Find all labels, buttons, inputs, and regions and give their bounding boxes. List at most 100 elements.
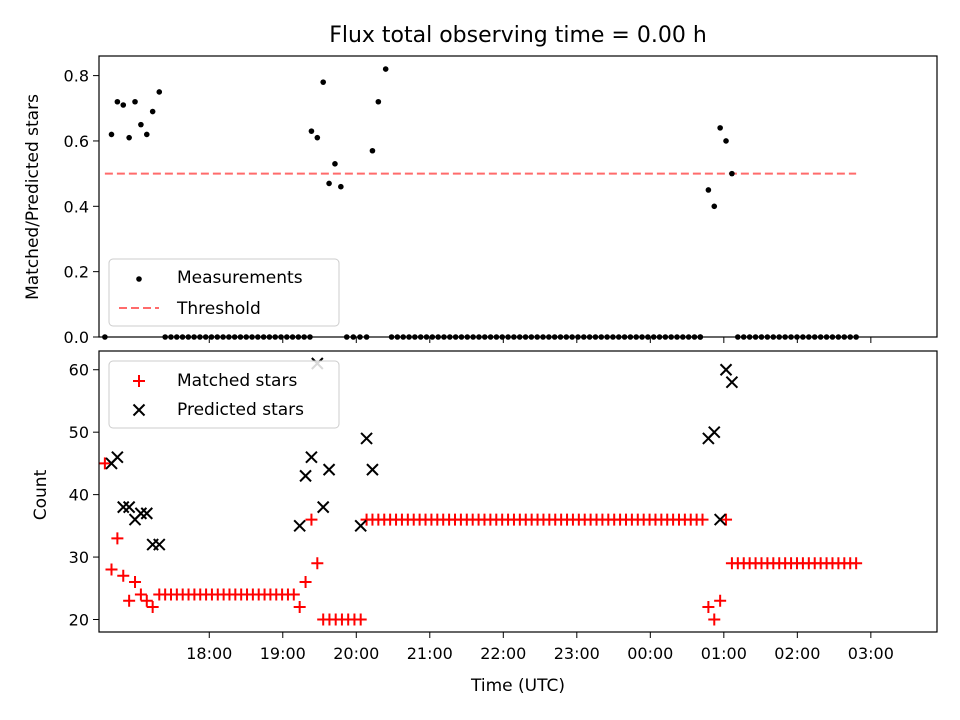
matched-star-point (98, 457, 111, 470)
predicted-star-point (111, 450, 124, 464)
matched-star-point (702, 601, 715, 614)
predicted-star-point (322, 463, 336, 476)
predicted-star-point (713, 513, 727, 526)
top-y-tick-label: 0.4 (64, 197, 89, 216)
top-y-tick-label: 0.8 (64, 67, 89, 86)
matched-star-point (105, 563, 118, 576)
predicted-star-point (316, 500, 330, 514)
measurement-point (132, 98, 138, 105)
measurement-point (143, 131, 150, 138)
matched-star-point (354, 613, 367, 626)
top-y-tick-label: 0.6 (64, 132, 89, 151)
measurement-point (332, 161, 338, 167)
legend-predicted-marker (132, 403, 146, 417)
x-tick-label: 00:00 (627, 644, 673, 663)
predicted-star-point (708, 425, 721, 439)
x-tick-label: 23:00 (554, 644, 600, 663)
predicted-star-point (134, 507, 148, 520)
measurement-point (723, 138, 729, 144)
chart-title: Flux total observing time = 0.00 h (329, 23, 707, 48)
legend-matched-marker (133, 375, 145, 387)
top-plot-area: 0.0 0.2 0.4 0.6 0.8 (64, 55, 938, 347)
measurement-point (338, 183, 344, 190)
top-legend: Measurements Threshold (108, 258, 340, 327)
matched-star-point (714, 594, 727, 607)
bottom-plot-area: 20 30 40 50 60 18:00 19:00 20:00 21:00 22:00 23:0… (69, 350, 938, 663)
top-y-axis-label: Matched/Predicted stars (23, 94, 43, 300)
bottom-y-tick-label: 30 (69, 548, 89, 567)
predicted-star-point (354, 519, 367, 533)
matched-star-point (129, 576, 142, 589)
matched-star-point (293, 601, 306, 614)
matched-star-point (720, 513, 733, 526)
measurement-point (705, 187, 712, 193)
top-legend-box (108, 258, 340, 327)
x-tick-label: 22:00 (480, 644, 526, 663)
predicted-star-point (117, 500, 130, 514)
measurement-point (108, 131, 115, 138)
measurement-point (382, 66, 389, 72)
predicted-star-point (122, 500, 136, 514)
measurement-point (729, 170, 735, 177)
top-axes-frame (98, 55, 938, 338)
measurement-point (314, 134, 321, 141)
bottom-y-tick-label: 40 (69, 486, 89, 505)
x-axis-label: Time (UTC) (470, 676, 565, 696)
measurement-point (326, 180, 332, 187)
bottom-y-tick-label: 20 (69, 611, 89, 630)
legend-predicted-label: Predicted stars (177, 400, 304, 420)
measurement-point (320, 79, 327, 85)
measurement-point (308, 128, 315, 134)
top-y-tick-label: 0.2 (64, 263, 89, 282)
predicted-star-point (725, 376, 739, 389)
matched-star-point (111, 532, 124, 545)
measurement-point (156, 89, 163, 95)
matched-star-point (134, 588, 147, 601)
measurement-point (375, 98, 382, 105)
bottom-legend: Matched stars Predicted stars (108, 360, 340, 429)
x-tick-label: 02:00 (774, 644, 820, 663)
bottom-y-tick-label: 60 (69, 361, 89, 380)
bottom-y-axis-label: Count (31, 469, 51, 520)
measurement-point (120, 102, 127, 108)
matched-star-point (299, 576, 312, 589)
predicted-star-point (305, 450, 318, 464)
x-tick-label: 20:00 (333, 644, 379, 663)
top-y-tick-label: 0.0 (64, 328, 89, 347)
matched-star-point (311, 557, 324, 570)
matched-star-point (123, 594, 136, 607)
measurement-point (149, 108, 156, 115)
predicted-star-point (299, 469, 312, 483)
predicted-star-point (360, 432, 373, 445)
measurement-point (711, 203, 718, 210)
matched-star-point (287, 588, 300, 601)
bottom-axes-frame (98, 350, 938, 633)
predicted-star-point (719, 363, 733, 376)
measurement-point (114, 98, 121, 105)
measurement-point (138, 121, 144, 128)
x-tick-label: 18:00 (186, 644, 232, 663)
x-tick-label: 01:00 (701, 644, 747, 663)
matched-star-point (696, 513, 709, 526)
measurement-point (369, 147, 376, 154)
predicted-star-point (153, 538, 166, 551)
x-tick-label: 19:00 (260, 644, 306, 663)
predicted-star-point (140, 507, 153, 520)
bottom-y-tick-label: 50 (69, 423, 89, 442)
measurement-point (126, 134, 132, 141)
bottom-legend-box (108, 360, 340, 429)
predicted-star-point (293, 519, 306, 533)
x-tick-label: 21:00 (407, 644, 453, 663)
matched-star-point (305, 513, 318, 526)
matched-star-point (140, 594, 153, 607)
predicted-star-point (366, 463, 379, 476)
measurement-point (717, 125, 723, 131)
legend-threshold-label: Threshold (176, 299, 261, 319)
matched-star-point (117, 569, 130, 582)
legend-measurements-marker (136, 276, 142, 282)
matched-star-point (146, 601, 159, 614)
matched-star-point (708, 613, 721, 626)
x-tick-label: 03:00 (848, 644, 894, 663)
